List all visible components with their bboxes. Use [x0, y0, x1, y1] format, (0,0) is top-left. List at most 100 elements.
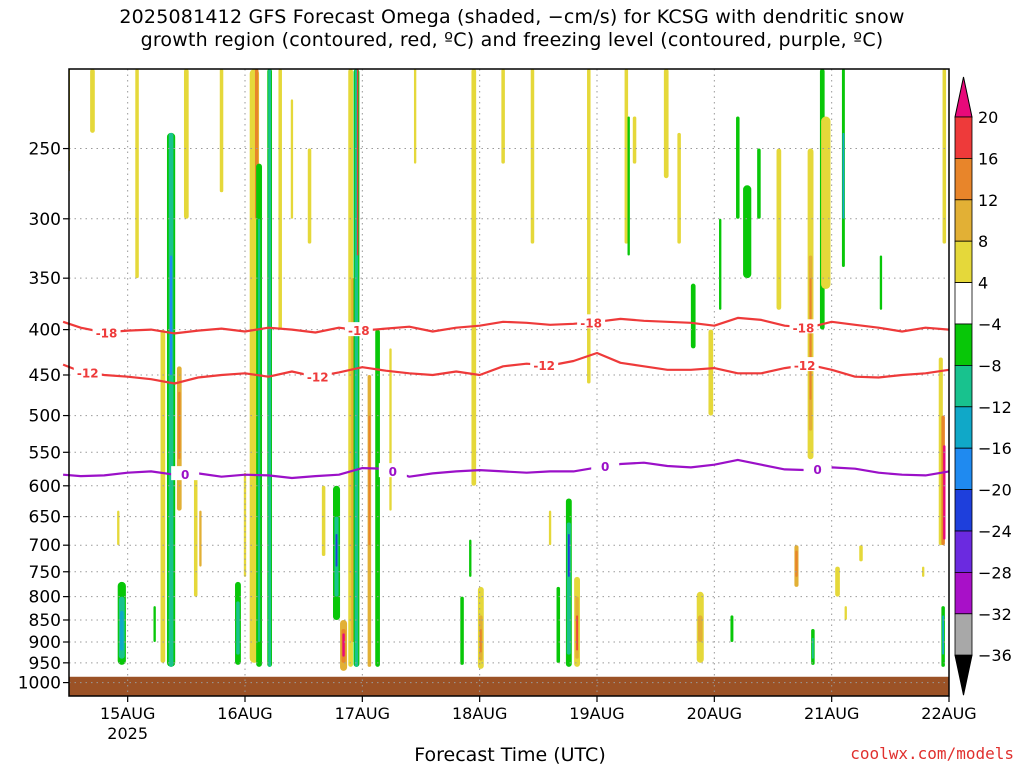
y-tick-label: 700: [29, 536, 61, 556]
contour-label-bg: [530, 357, 559, 372]
contour-label: 0: [601, 460, 609, 474]
omega-cell: [169, 255, 173, 375]
contour-label-bg: [803, 461, 832, 476]
omega-cell: [183, 69, 189, 219]
colorbar-band: [954, 240, 973, 283]
colorbar-label: 16: [978, 149, 998, 168]
ground-layer: [69, 676, 949, 696]
contour-label-bg: [73, 364, 102, 379]
y-tick-label: 500: [29, 407, 61, 427]
omega-cell: [556, 586, 561, 663]
omega-cell: [120, 610, 124, 651]
colorbar-band: [954, 447, 973, 491]
omega-cell: [117, 510, 120, 546]
omega-cell: [257, 218, 261, 642]
x-tick-label: 16AUG: [217, 704, 272, 723]
contour-label-bg: [92, 324, 121, 339]
omega-cell: [844, 606, 847, 620]
omega-cell: [290, 99, 294, 219]
omega-cell: [321, 485, 326, 557]
x-tick-label: 21AUG: [804, 704, 859, 723]
omega-cell: [548, 510, 552, 546]
colorbar-label: 12: [978, 191, 998, 210]
y-tick-label: 1000: [18, 674, 61, 694]
y-tick-label: 550: [29, 443, 61, 463]
y-tick-label: 350: [29, 269, 61, 289]
omega-cell: [624, 69, 629, 244]
omega-cell: [307, 148, 312, 244]
colorbar-band: [954, 282, 973, 325]
omega-cell: [178, 391, 181, 460]
contour-line: [63, 458, 950, 480]
contour-label: -18: [793, 321, 815, 335]
omega-cell: [809, 278, 812, 400]
credit-link[interactable]: coolwx.com/models: [850, 744, 1014, 763]
omega-cell: [356, 69, 359, 256]
y-tick-label: 850: [29, 611, 61, 631]
omega-cell: [342, 633, 345, 657]
omega-cell: [268, 69, 272, 667]
y-tick-label: 450: [29, 366, 61, 386]
colorbar-label: 4: [978, 274, 988, 293]
colorbar-band: [954, 572, 973, 615]
x-tick-year: 2025: [107, 724, 148, 743]
omega-cell: [193, 472, 198, 597]
contour-label-bg: [171, 466, 200, 481]
colorbar-label: −32: [978, 605, 1012, 624]
omega-cell: [587, 69, 591, 384]
x-tick-label: 19AUG: [569, 704, 624, 723]
colorbar-label: −20: [978, 481, 1012, 500]
y-tick-label: 250: [29, 140, 61, 160]
colorbar-label: −36: [978, 646, 1012, 665]
y-tick-label: 400: [29, 321, 61, 341]
x-tick-label: 20AUG: [687, 704, 742, 723]
contour-label: 0: [813, 463, 821, 477]
omega-cell: [375, 329, 380, 667]
omega-cell: [90, 69, 95, 133]
y-tick-label: 800: [29, 588, 61, 608]
omega-cell: [719, 218, 722, 310]
grid-lines: [69, 69, 950, 696]
omega-cell: [627, 116, 630, 256]
omega-cell: [219, 69, 224, 193]
contour-label-bg: [577, 314, 606, 329]
colorbar-band: [954, 530, 973, 573]
omega-cell: [530, 69, 535, 244]
colorbar-label: −4: [978, 315, 1002, 334]
omega-cell: [576, 615, 578, 651]
omega-cell: [160, 329, 166, 663]
plot-frame: [68, 68, 950, 697]
y-tick-label: 650: [29, 508, 61, 528]
colorbar-band: [954, 199, 973, 242]
omega-cell: [776, 148, 782, 310]
omega-cell: [942, 69, 947, 244]
omega-cell: [859, 545, 863, 562]
y-tick-label: 900: [29, 633, 61, 653]
contour-label-bg: [344, 322, 373, 337]
omega-cell: [368, 415, 371, 546]
omega-cell: [632, 116, 637, 164]
omega-cell: [471, 69, 477, 486]
temperature-contours: -18 -18 -18 -18 -12 -12 -12 -12 0 0 0 0: [62, 314, 950, 482]
omega-cell: [879, 255, 883, 310]
omega-cell: [199, 510, 202, 567]
colorbar-label: −8: [978, 356, 1002, 375]
contour-label: -12: [77, 367, 99, 381]
contour-label-bg: [591, 458, 620, 473]
omega-cell: [566, 522, 571, 655]
omega-colorbar: 20 16 12 8 4 −4 −8 −12 −16 −20 −24 −28 −32 −36: [954, 76, 1012, 696]
omega-cell: [690, 283, 696, 349]
omega-cell: [743, 185, 752, 279]
colorbar-bottom-arrow: [954, 654, 973, 696]
omega-cell: [821, 116, 831, 290]
omega-cell: [278, 69, 282, 330]
omega-cell: [697, 615, 703, 642]
contour-label: -18: [96, 326, 118, 340]
omega-cell: [168, 132, 174, 667]
x-tick-label: 22AUG: [921, 704, 976, 723]
colorbar-label: 8: [978, 232, 988, 251]
colorbar-label: 20: [978, 108, 998, 127]
omega-cell: [389, 348, 392, 511]
colorbar-band: [954, 406, 973, 449]
